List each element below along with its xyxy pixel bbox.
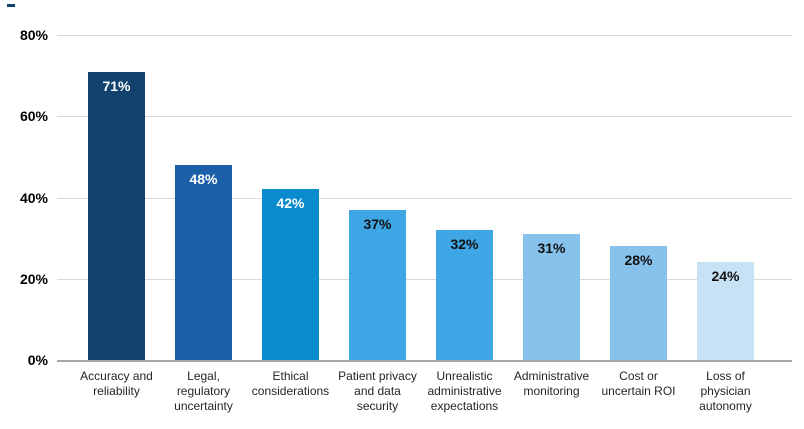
x-category-label: Legal, regulatory uncertainty <box>148 369 260 414</box>
x-category-label-line: reliability <box>93 384 140 398</box>
x-category-label-line: Accuracy and <box>80 369 153 383</box>
bar-value-label: 32% <box>450 236 479 252</box>
y-tick-label: 40% <box>19 189 48 206</box>
bar-value-label: 37% <box>363 216 392 232</box>
corner-mark <box>7 4 15 7</box>
x-category-label: Loss of physician autonomy <box>670 369 782 414</box>
x-category-label: Cost or uncertain ROI <box>583 369 695 399</box>
x-category-label-line: Patient privacy <box>338 369 417 383</box>
x-category-label-line: considerations <box>251 384 330 398</box>
x-category-label-line: monitoring <box>523 384 580 398</box>
x-category-label: Patient privacy and data security <box>322 369 434 414</box>
y-tick-label: 20% <box>19 270 48 287</box>
x-category-label-line: Administrative <box>513 369 590 383</box>
x-category-label-line: administrative <box>427 384 502 398</box>
bar-1: 71% <box>88 72 145 360</box>
bar-4: 37% <box>349 210 406 360</box>
x-category-label-line: security <box>356 399 399 413</box>
x-category-label-line: and data <box>354 384 401 398</box>
y-tick-label: 60% <box>19 108 48 125</box>
x-category-label-line: Legal, <box>187 369 220 383</box>
y-tick-label: 0% <box>27 352 48 368</box>
x-axis-line <box>57 360 792 362</box>
bar-value-label: 48% <box>189 171 218 187</box>
bar-value-label: 28% <box>624 252 653 268</box>
x-category-label-line: Cost or <box>619 369 658 383</box>
x-category-label-line: uncertain ROI <box>601 384 676 398</box>
x-category-label-line: physician <box>700 384 751 398</box>
bar-5: 32% <box>436 230 493 360</box>
x-category-label: Accuracy and reliability <box>61 369 173 399</box>
bar-value-label: 24% <box>711 268 740 284</box>
gridline <box>57 35 792 36</box>
y-tick-label: 80% <box>19 27 48 43</box>
bar-6: 31% <box>523 234 580 360</box>
x-category-label-line: expectations <box>430 399 499 413</box>
x-category-label: Unrealistic administrative expectations <box>409 369 521 414</box>
x-category-label-line: autonomy <box>699 399 752 413</box>
gridline <box>57 116 792 118</box>
x-category-label-line: regulatory <box>176 384 231 398</box>
x-category-label-line: Unrealistic <box>436 369 493 383</box>
gridline <box>57 197 792 199</box>
gridline <box>57 278 792 280</box>
bar-3: 42% <box>262 189 319 360</box>
x-category-label-line: Loss of <box>706 369 745 383</box>
x-category-label: Ethical considerations <box>235 369 347 399</box>
x-category-label-line: uncertainty <box>174 399 233 413</box>
x-category-label-line: Ethical <box>272 369 309 383</box>
bar-value-label: 31% <box>537 240 566 256</box>
bar-2: 48% <box>175 165 232 360</box>
bar-value-label: 71% <box>102 78 131 94</box>
bar-7: 28% <box>610 246 667 360</box>
x-category-label: Administrative monitoring <box>496 369 608 399</box>
bar-8: 24% <box>697 262 754 360</box>
bar-value-label: 42% <box>276 195 305 211</box>
